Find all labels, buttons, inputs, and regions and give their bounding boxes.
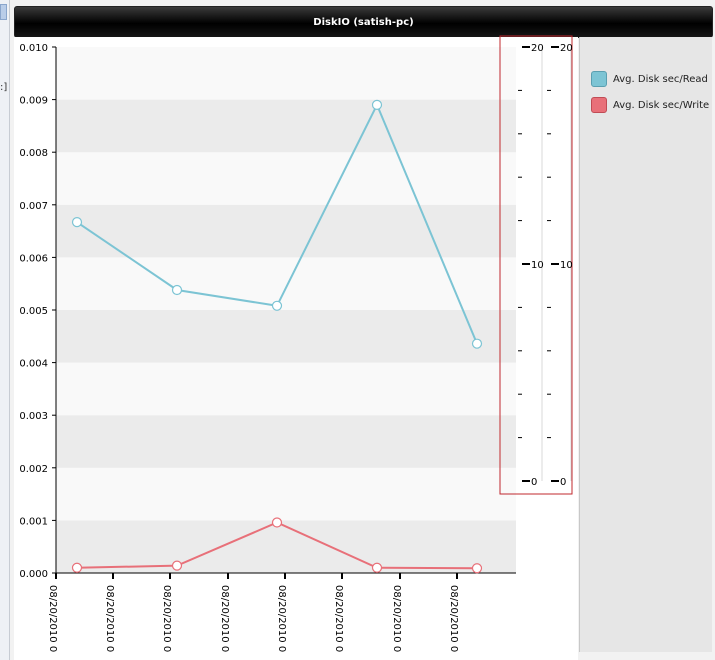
data-point-write — [71, 562, 83, 573]
grid-band — [56, 47, 516, 100]
secondary-axis-tick-label: 10 — [531, 260, 544, 271]
grid-band — [56, 520, 516, 573]
chart-title: DiskIO (satish-pc) — [313, 16, 414, 28]
secondary-axes-highlight-box — [499, 35, 573, 495]
secondary-axis-tick-label: 20 — [531, 43, 544, 54]
grid-band — [56, 257, 516, 310]
data-point-read — [171, 284, 183, 296]
y-axis-tick-label: 0.010 — [19, 43, 48, 54]
grid-band — [56, 467, 516, 521]
legend-item-read[interactable]: Avg. Disk sec/Read ( — [591, 71, 712, 87]
grid-band — [56, 152, 516, 205]
y-axis-tick-label: 0.006 — [19, 253, 48, 264]
y-axis-tick-label: 0.009 — [19, 96, 48, 107]
x-axis-tick-label: 08/20/2010 0 — [161, 585, 172, 652]
legend-label-write: Avg. Disk sec/Write ( — [613, 99, 712, 111]
secondary-axis-tick-label: 10 — [560, 260, 573, 271]
grid-band — [56, 310, 516, 363]
x-axis-tick-label: 08/20/2010 0 — [333, 585, 344, 652]
y-axis-tick-label: 0.007 — [19, 201, 48, 212]
grid-band — [56, 99, 516, 153]
grid-band — [56, 362, 516, 416]
y-axis-tick-label: 0.000 — [19, 569, 48, 580]
data-point-write — [271, 517, 283, 528]
data-point-write — [171, 560, 183, 571]
x-axis-tick-label: 08/20/2010 0 — [219, 585, 230, 652]
legend-swatch-write — [591, 97, 607, 113]
x-axis-tick-label: 08/20/2010 0 — [276, 585, 287, 652]
y-axis-tick-label: 0.008 — [19, 148, 48, 159]
secondary-axis-tick-label: 20 — [560, 43, 573, 54]
legend-label-read: Avg. Disk sec/Read ( — [613, 73, 712, 85]
y-axis-tick-label: 0.001 — [19, 516, 48, 527]
x-axis-tick-label: 08/20/2010 0 — [448, 585, 459, 652]
x-axis-tick-label: 08/20/2010 0 — [47, 585, 58, 652]
left-panel-edge: :] — [0, 0, 10, 660]
x-axis-tick-label: 08/20/2010 0 — [104, 585, 115, 652]
left-panel-tab[interactable] — [0, 4, 7, 20]
y-axis-tick-label: 0.002 — [19, 464, 48, 475]
data-point-write — [371, 562, 383, 573]
left-panel-glyph: :] — [0, 82, 8, 93]
legend-item-write[interactable]: Avg. Disk sec/Write ( — [591, 97, 712, 113]
secondary-axis-tick-label: 0 — [560, 477, 566, 488]
data-point-read — [371, 99, 383, 110]
legend-panel: Avg. Disk sec/Read ( Avg. Disk sec/Write… — [579, 37, 712, 652]
grid-band — [56, 204, 516, 258]
data-point-write — [471, 563, 483, 574]
legend-swatch-read — [591, 71, 607, 87]
data-point-read — [71, 217, 83, 228]
secondary-axis-tick-label: 0 — [531, 477, 537, 488]
y-axis-tick-label: 0.003 — [19, 411, 48, 422]
grid-band — [56, 415, 516, 468]
data-point-read — [271, 300, 283, 311]
y-axis-tick-label: 0.005 — [19, 306, 48, 317]
x-axis-tick-label: 08/20/2010 0 — [391, 585, 402, 652]
data-point-read — [471, 338, 483, 349]
y-axis-tick-label: 0.004 — [19, 359, 48, 370]
